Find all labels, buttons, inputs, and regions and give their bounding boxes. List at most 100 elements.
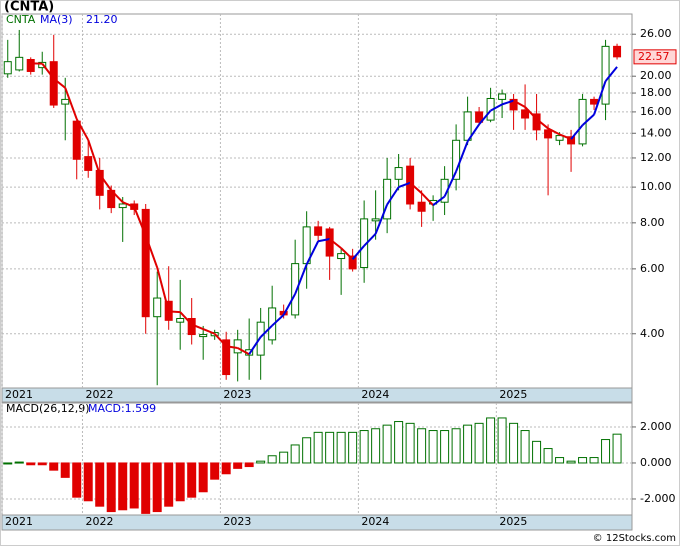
ma-line [294,264,308,295]
y-tick-label: 2.000 [640,420,672,433]
macd-bar [49,462,59,471]
macd-bar [566,460,576,464]
price-tag [633,49,677,65]
ma-line [317,238,330,243]
macd-bar [83,462,93,502]
ma-line [213,333,227,347]
legend-ma-value: 21.20 [86,13,118,26]
y-tick-label: 6.00 [640,262,665,275]
ma-line [329,238,342,249]
candle-body [394,167,403,180]
macd-bar [601,439,611,464]
y-tick-label: 4.00 [640,327,665,340]
candle-body [118,203,127,209]
macd-bar [440,430,450,464]
y-tick-label: 14.00 [640,126,672,139]
y-tick-label: 26.00 [640,27,672,40]
candle-body [371,218,380,222]
x-tick-label: 2025 [499,388,527,401]
y-tick-label: 0.000 [640,456,672,469]
ma-line [248,336,262,355]
macd-bar [348,431,358,464]
ma-line [559,133,572,141]
macd-bar [256,460,266,464]
candle-body [233,339,242,354]
macd-bar [279,451,289,464]
macd-bar [72,462,82,498]
macd-bar [486,417,496,464]
y-tick-label: 12.00 [640,151,672,164]
macd-bar [233,462,243,469]
ma-line [398,181,411,189]
candle-body [337,253,346,260]
ma-line [133,206,147,237]
ma-line [156,267,170,312]
ma-line [386,186,400,206]
ma-line [570,124,584,140]
candle-body [95,169,104,196]
x-tick-label: 2022 [85,515,113,528]
macd-bar [198,462,208,493]
candle-body [84,156,93,171]
candle-body [176,318,185,323]
ma-line [351,245,365,260]
macd-bar [187,462,197,498]
candle-body [590,98,599,105]
year-band [1,514,633,531]
y-tick-label: 8.00 [640,216,665,229]
candle-body [348,255,357,270]
macd-bar [221,462,231,475]
macd-bar [210,462,220,480]
macd-bar [141,462,151,514]
ma-line [455,141,469,172]
macd-bar [26,462,36,466]
ma-line [547,127,561,136]
macd-title: MACD(26,12,9) [6,402,90,415]
candle-body [314,226,323,236]
macd-bar [417,428,427,464]
macd-bar [95,462,105,507]
x-tick-label: 2025 [499,515,527,528]
macd-value: MACD:1.599 [88,402,156,415]
ma-line [53,77,66,89]
macd-bar [532,440,542,464]
x-tick-label: 2024 [361,388,389,401]
ma-line [259,324,273,338]
y-tick-label: 18.00 [640,86,672,99]
ma-line [593,80,607,115]
macd-bar [428,430,438,464]
macd-bar [3,462,13,465]
y-tick-label: 16.00 [640,105,672,118]
macd-bar [60,462,70,478]
ma-line [98,173,113,191]
macd-bar [244,462,254,468]
ma-line [443,171,458,197]
ma-line [87,139,101,175]
macd-bar [371,428,381,464]
macd-bar [474,422,484,464]
candle-body [15,56,24,71]
macd-bar [290,444,300,464]
candle-body [3,61,12,75]
candle-body [567,136,576,145]
x-tick-label: 2021 [5,388,33,401]
candle-body [613,45,622,58]
candle-body [153,297,162,318]
ma-line [191,323,204,330]
candle-body [26,58,35,72]
ma-line [237,347,250,356]
candle-body [199,334,208,338]
ma-line [64,87,78,120]
ma-line [374,204,389,235]
ma-line [466,123,480,143]
candle-body [544,129,553,139]
year-band [1,387,633,403]
ma-line [168,310,181,314]
ma-line [535,118,549,130]
macd-bar [313,431,323,464]
x-tick-label: 2021 [5,515,33,528]
macd-bar [463,424,473,464]
macd-bar [589,457,599,464]
macd-bar [175,462,185,502]
